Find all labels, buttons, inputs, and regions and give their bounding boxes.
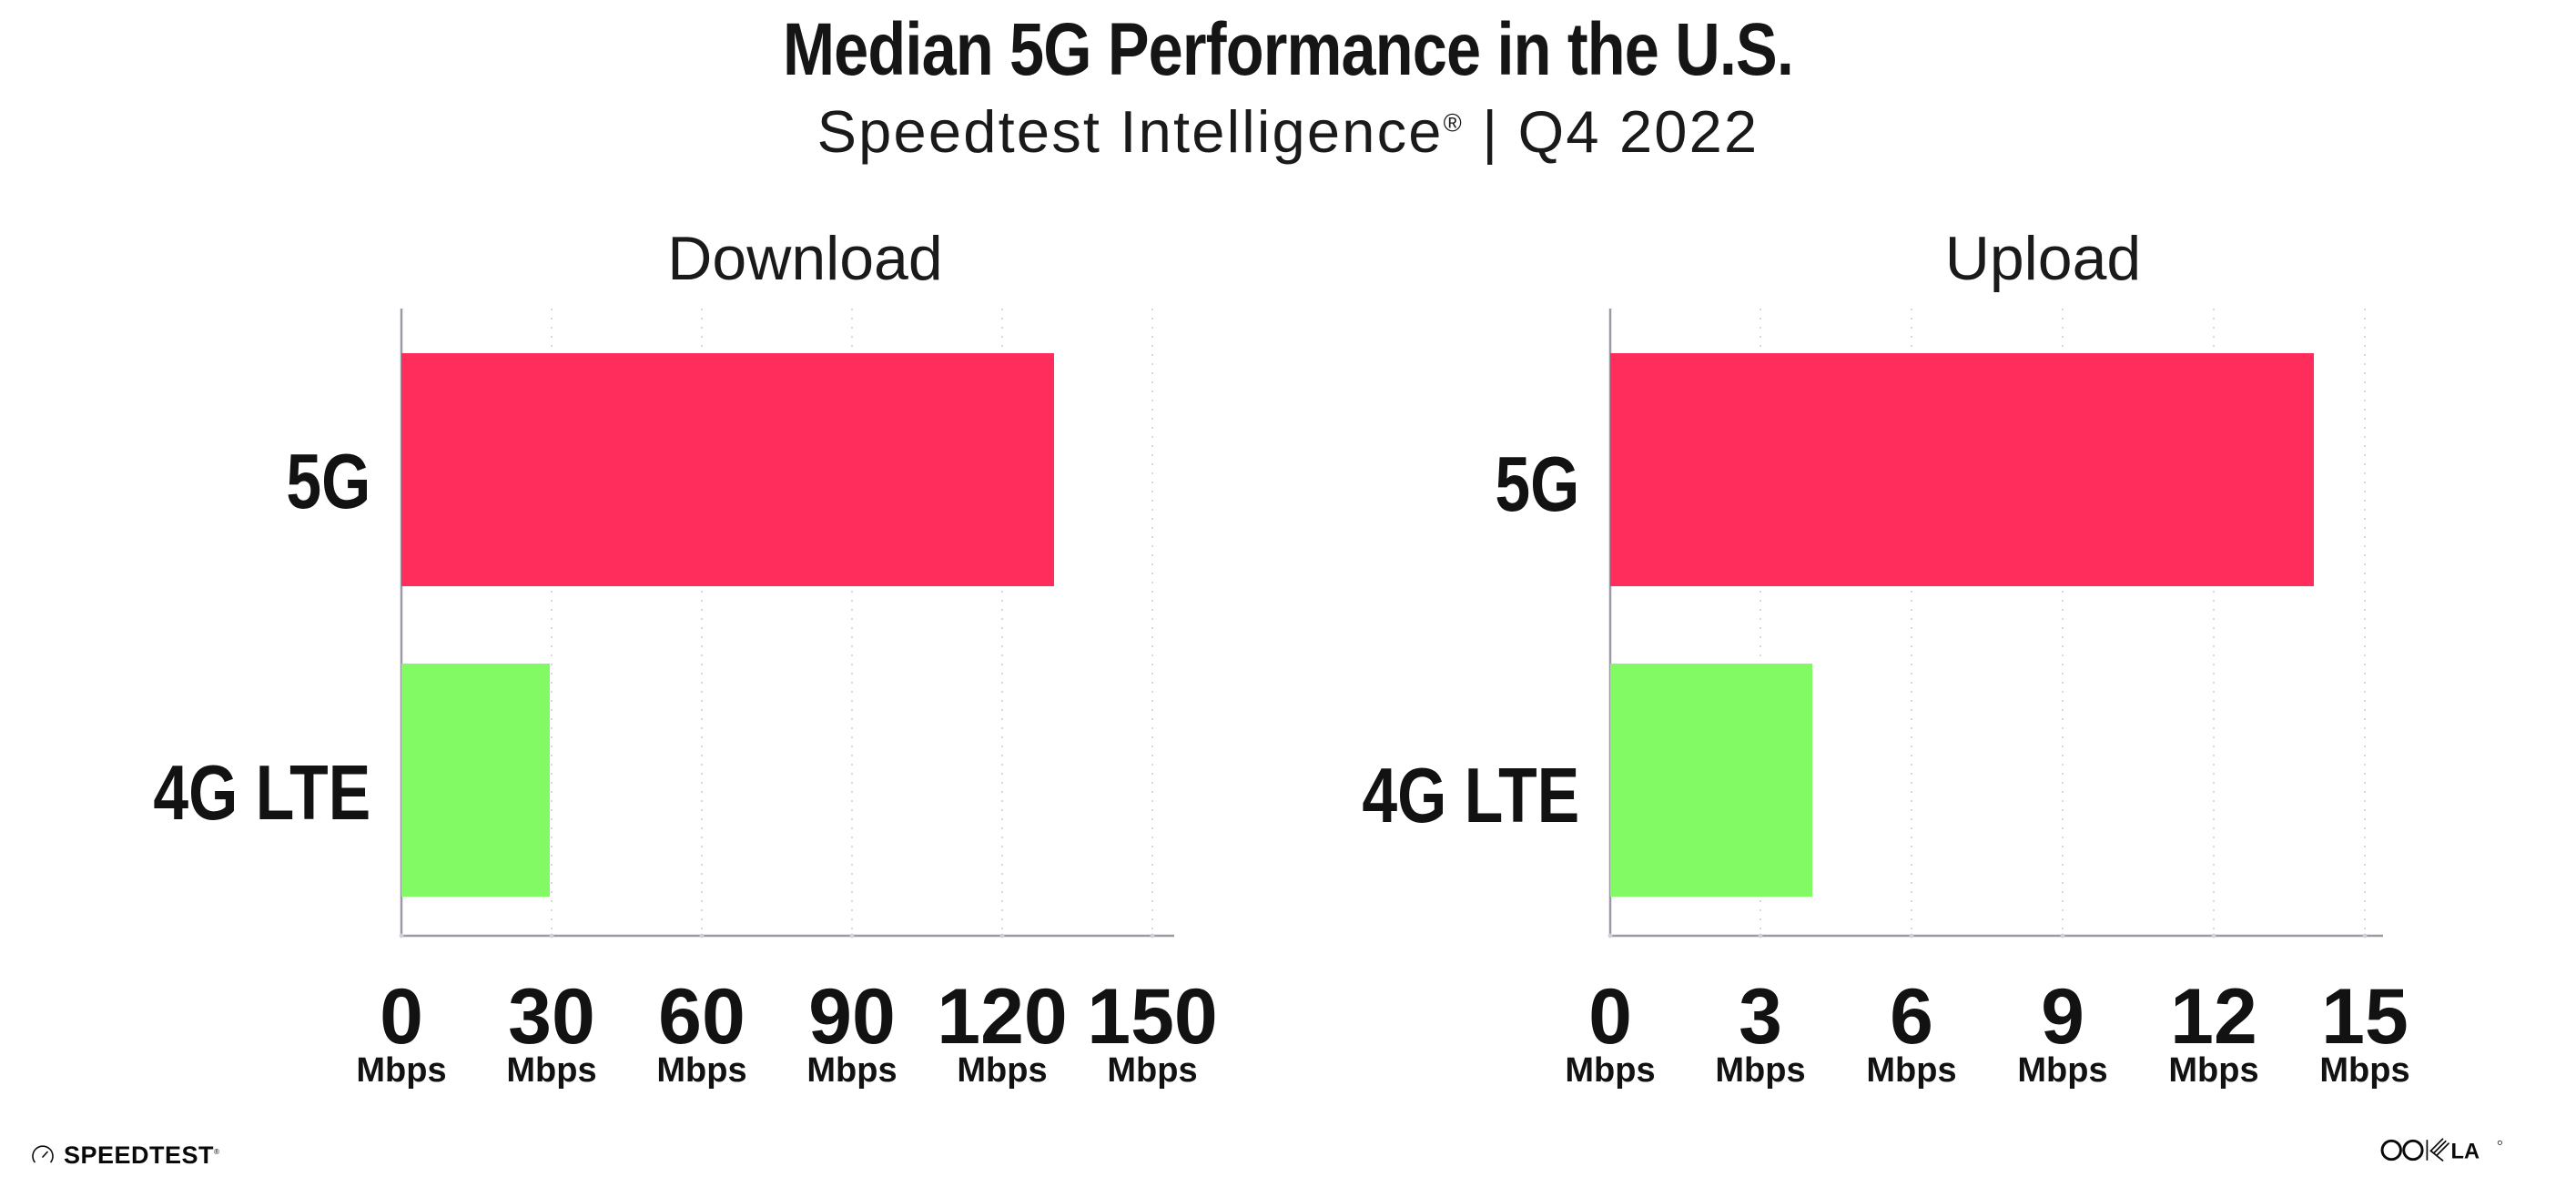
svg-text:LA: LA bbox=[2451, 1140, 2480, 1162]
